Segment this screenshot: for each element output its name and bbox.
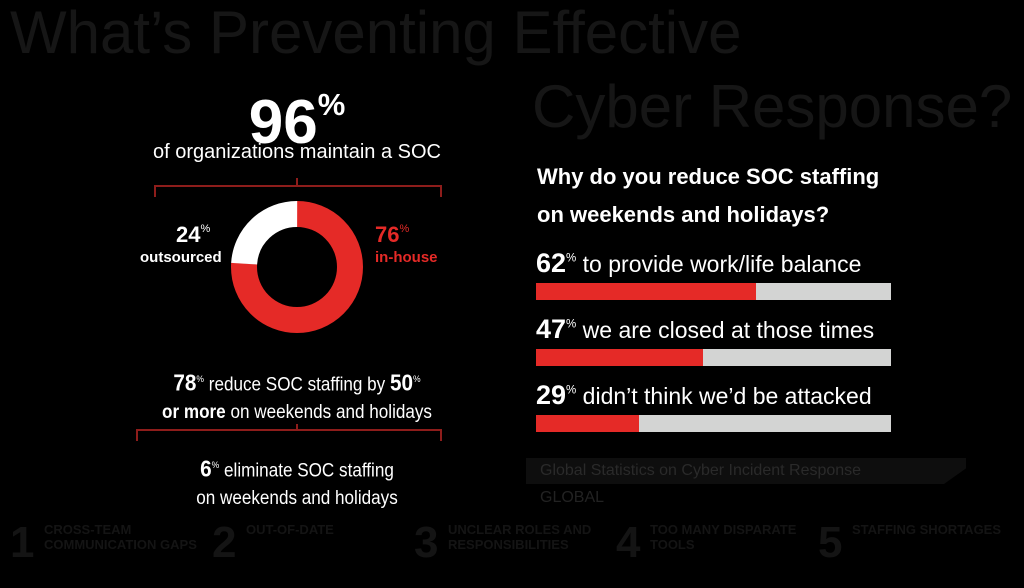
reason-bar-fill bbox=[536, 283, 757, 300]
reason-bar bbox=[536, 349, 891, 366]
reason-bar-fill bbox=[536, 349, 703, 366]
reason-bar bbox=[536, 283, 891, 300]
bracket-stem bbox=[296, 178, 298, 186]
eliminate-stat: 6% eliminate SOC staffing on weekends an… bbox=[196, 455, 398, 509]
reason-text: 29% didn’t think we’d be attacked bbox=[536, 380, 872, 410]
soc-headline-value: 96% bbox=[248, 87, 346, 157]
ghost-item-label: STAFFING SHORTAGES bbox=[852, 522, 1002, 537]
ghost-item-number: 4 bbox=[616, 518, 641, 567]
ghost-item-number: 1 bbox=[10, 518, 35, 567]
ghost-section: GLOBAL bbox=[540, 489, 605, 506]
outsourced-label: outsourced bbox=[140, 249, 222, 266]
donut-chart bbox=[231, 201, 363, 333]
reduce-stat: 78% reduce SOC staffing by 50% or more o… bbox=[162, 369, 432, 423]
bracket-2 bbox=[136, 429, 442, 441]
reason-bar bbox=[536, 415, 891, 432]
ghost-band-text: Global Statistics on Cyber Incident Resp… bbox=[540, 462, 862, 479]
bracket bbox=[154, 185, 442, 197]
ghost-item-number: 5 bbox=[818, 518, 843, 567]
reason-text: 47% we are closed at those times bbox=[536, 314, 875, 344]
ghost-item-number: 2 bbox=[212, 518, 237, 567]
reason-text: 62% to provide work/life balance bbox=[536, 248, 862, 278]
reasons-title: Why do you reduce SOC staffing on weekend… bbox=[537, 164, 880, 227]
bracket-stem-2 bbox=[296, 424, 298, 430]
ghost-item-label: TOO MANY DISPARATE TOOLS bbox=[650, 522, 797, 552]
ghost-band bbox=[526, 458, 966, 484]
outsourced-value: 24% bbox=[176, 222, 211, 247]
reason-bar-fill bbox=[536, 415, 639, 432]
ghost-item-label: CROSS-TEAM COMMUNICATION GAPS bbox=[44, 522, 197, 552]
ghost-headline-2: Cyber Response? bbox=[532, 73, 1013, 140]
in-house-value: 76% bbox=[375, 222, 410, 247]
ghost-item-number: 3 bbox=[414, 518, 439, 567]
donut-segment-outsourced bbox=[231, 201, 363, 333]
soc-headline-subtitle: of organizations maintain a SOC bbox=[153, 141, 441, 163]
in-house-label: in-house bbox=[375, 249, 438, 266]
ghost-headline-1: What’s Preventing Effective bbox=[10, 0, 742, 66]
ghost-item-label: UNCLEAR ROLES AND RESPONSIBILITIES bbox=[448, 522, 592, 552]
ghost-item-label: OUT-OF-DATE bbox=[246, 522, 334, 537]
